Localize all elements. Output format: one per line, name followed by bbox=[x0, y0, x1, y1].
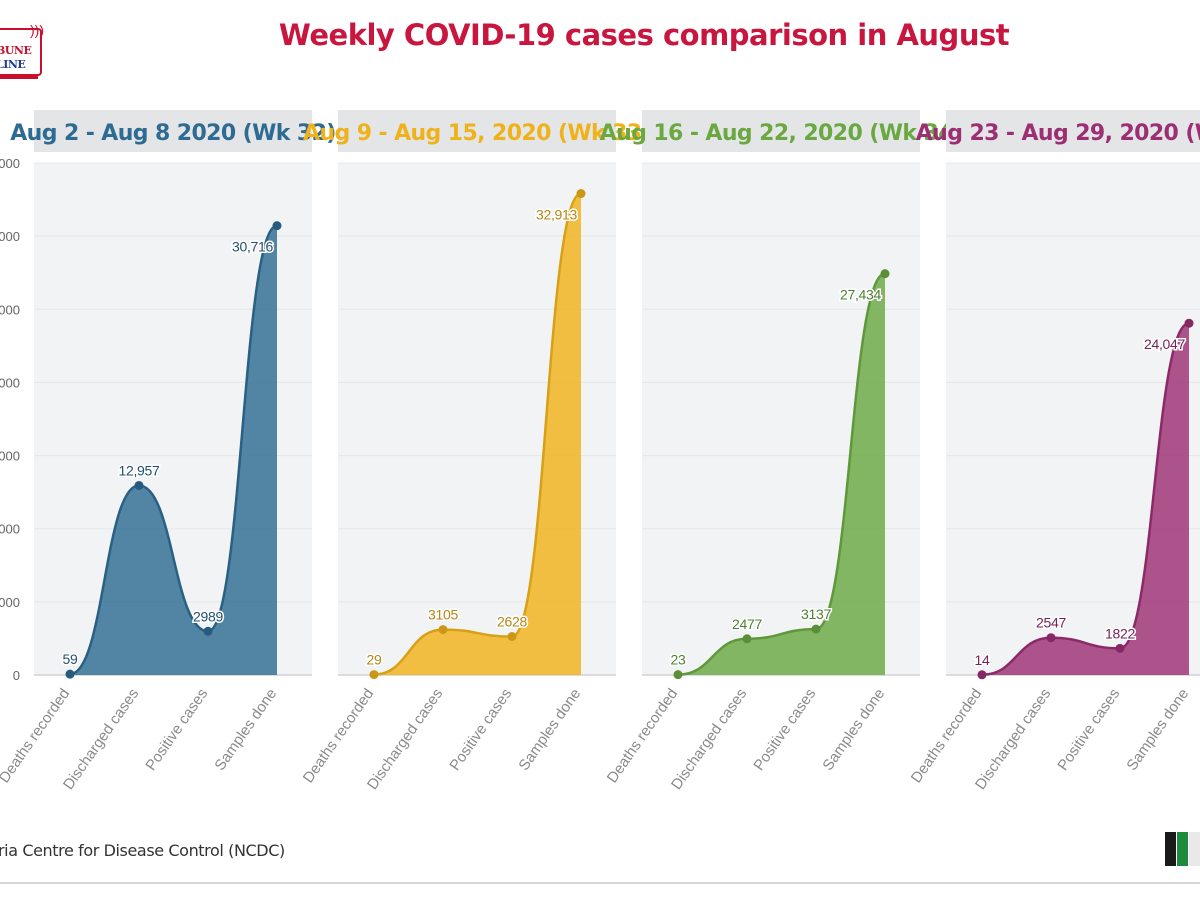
data-label: 14 bbox=[975, 652, 990, 668]
x-tick-label: Samples done bbox=[1123, 686, 1192, 774]
data-label: 1822 bbox=[1105, 625, 1135, 641]
x-tick-label: Deaths recorded bbox=[0, 686, 73, 787]
chart-panel-3: Aug 16 - Aug 22, 2020 (Wk 34) 23 2477 3137 2… bbox=[600, 110, 963, 793]
data-point bbox=[880, 269, 890, 279]
data-point bbox=[438, 625, 448, 635]
data-point bbox=[977, 670, 987, 680]
y-tick-label: 000 bbox=[0, 302, 20, 317]
data-point bbox=[203, 626, 213, 636]
y-tick-label: 000 bbox=[0, 229, 20, 244]
data-label: 27,434 bbox=[840, 287, 882, 303]
footer-divider bbox=[0, 882, 1200, 884]
nigeria-flag-icon bbox=[1165, 832, 1200, 866]
data-point bbox=[673, 670, 683, 680]
broadcast-waves-icon: ))) bbox=[30, 22, 44, 38]
data-point bbox=[65, 669, 75, 679]
tribune-online-logo: BUNE LINE ))) bbox=[0, 22, 48, 90]
x-tick-label: Positive cases bbox=[750, 686, 819, 774]
panel-title: Aug 23 - Aug 29, 2020 (Wk 3 bbox=[916, 121, 1200, 146]
panel-title: Aug 16 - Aug 22, 2020 (Wk 34) bbox=[600, 121, 963, 146]
data-label: 59 bbox=[63, 651, 78, 667]
series-area bbox=[678, 273, 885, 675]
page-title: Weekly COVID-19 cases comparison in Augu… bbox=[278, 18, 1010, 52]
x-tick-label: Samples done bbox=[515, 686, 584, 774]
y-tick-label: 000 bbox=[0, 595, 20, 610]
chart-panel-2: Aug 9 - Aug 15, 2020 (Wk 33) 29 3105 2628 32… bbox=[300, 110, 652, 793]
data-point bbox=[134, 480, 144, 490]
panel-header-bg bbox=[338, 110, 616, 152]
logo-word-bottom: LINE bbox=[0, 58, 26, 71]
data-point bbox=[507, 632, 517, 642]
x-tick-label: Discharged cases bbox=[668, 686, 750, 793]
x-tick-label: Deaths recorded bbox=[604, 686, 682, 787]
x-tick-label: Deaths recorded bbox=[908, 686, 986, 787]
data-point bbox=[1046, 633, 1056, 643]
data-label: 23 bbox=[671, 652, 686, 668]
y-tick-label: 000 bbox=[0, 522, 20, 537]
data-label: 2628 bbox=[497, 614, 527, 630]
panel-title: Aug 9 - Aug 15, 2020 (Wk 33) bbox=[303, 121, 651, 146]
data-point bbox=[576, 189, 586, 199]
data-label: 2477 bbox=[732, 616, 762, 632]
data-label: 29 bbox=[367, 652, 382, 668]
logo-badge bbox=[0, 28, 42, 76]
source-credit: ria Centre for Disease Control (NCDC) bbox=[0, 841, 285, 860]
chart-panel-1: Aug 2 - Aug 8 2020 (Wk 32) 59 12,957 2989 30… bbox=[0, 110, 336, 793]
data-label: 32,913 bbox=[536, 207, 578, 223]
logo-underline bbox=[0, 76, 38, 79]
data-point bbox=[1115, 643, 1125, 653]
data-label: 3105 bbox=[428, 607, 458, 623]
y-tick-label: 000 bbox=[0, 375, 20, 390]
series-area bbox=[982, 323, 1189, 675]
data-point bbox=[811, 624, 821, 634]
data-label: 30,716 bbox=[232, 239, 274, 255]
panel-title: Aug 2 - Aug 8 2020 (Wk 32) bbox=[10, 121, 336, 146]
x-tick-label: Samples done bbox=[819, 686, 888, 774]
series-area bbox=[70, 225, 277, 675]
logo-word-top: BUNE bbox=[0, 44, 32, 57]
x-tick-label: Deaths recorded bbox=[300, 686, 378, 787]
x-tick-label: Positive cases bbox=[446, 686, 515, 774]
x-tick-label: Discharged cases bbox=[60, 686, 142, 793]
x-tick-label: Samples done bbox=[211, 686, 280, 774]
data-point bbox=[742, 634, 752, 644]
panel-header-bg bbox=[34, 110, 312, 152]
data-label: 24,047 bbox=[1144, 336, 1186, 352]
data-label: 12,957 bbox=[118, 462, 160, 478]
x-tick-label: Discharged cases bbox=[364, 686, 446, 793]
x-tick-label: Positive cases bbox=[142, 686, 211, 774]
x-tick-label: Positive cases bbox=[1054, 686, 1123, 774]
y-tick-label: 000 bbox=[0, 449, 20, 464]
panel-header-bg bbox=[642, 110, 920, 152]
data-label: 3137 bbox=[801, 606, 831, 622]
x-tick-label: Discharged cases bbox=[972, 686, 1054, 793]
data-point bbox=[369, 670, 379, 680]
data-point bbox=[1184, 318, 1194, 328]
data-label: 2989 bbox=[193, 608, 223, 624]
chart-panel-4: Aug 23 - Aug 29, 2020 (Wk 3 14 2547 1822 24,… bbox=[908, 110, 1200, 793]
series-area bbox=[374, 193, 581, 675]
data-point bbox=[272, 221, 282, 231]
y-tick-label: 000 bbox=[0, 156, 20, 171]
y-tick-label: 0 bbox=[13, 668, 20, 683]
series-line bbox=[69, 224, 278, 676]
panel-header-bg bbox=[946, 110, 1200, 152]
data-label: 2547 bbox=[1036, 615, 1066, 631]
